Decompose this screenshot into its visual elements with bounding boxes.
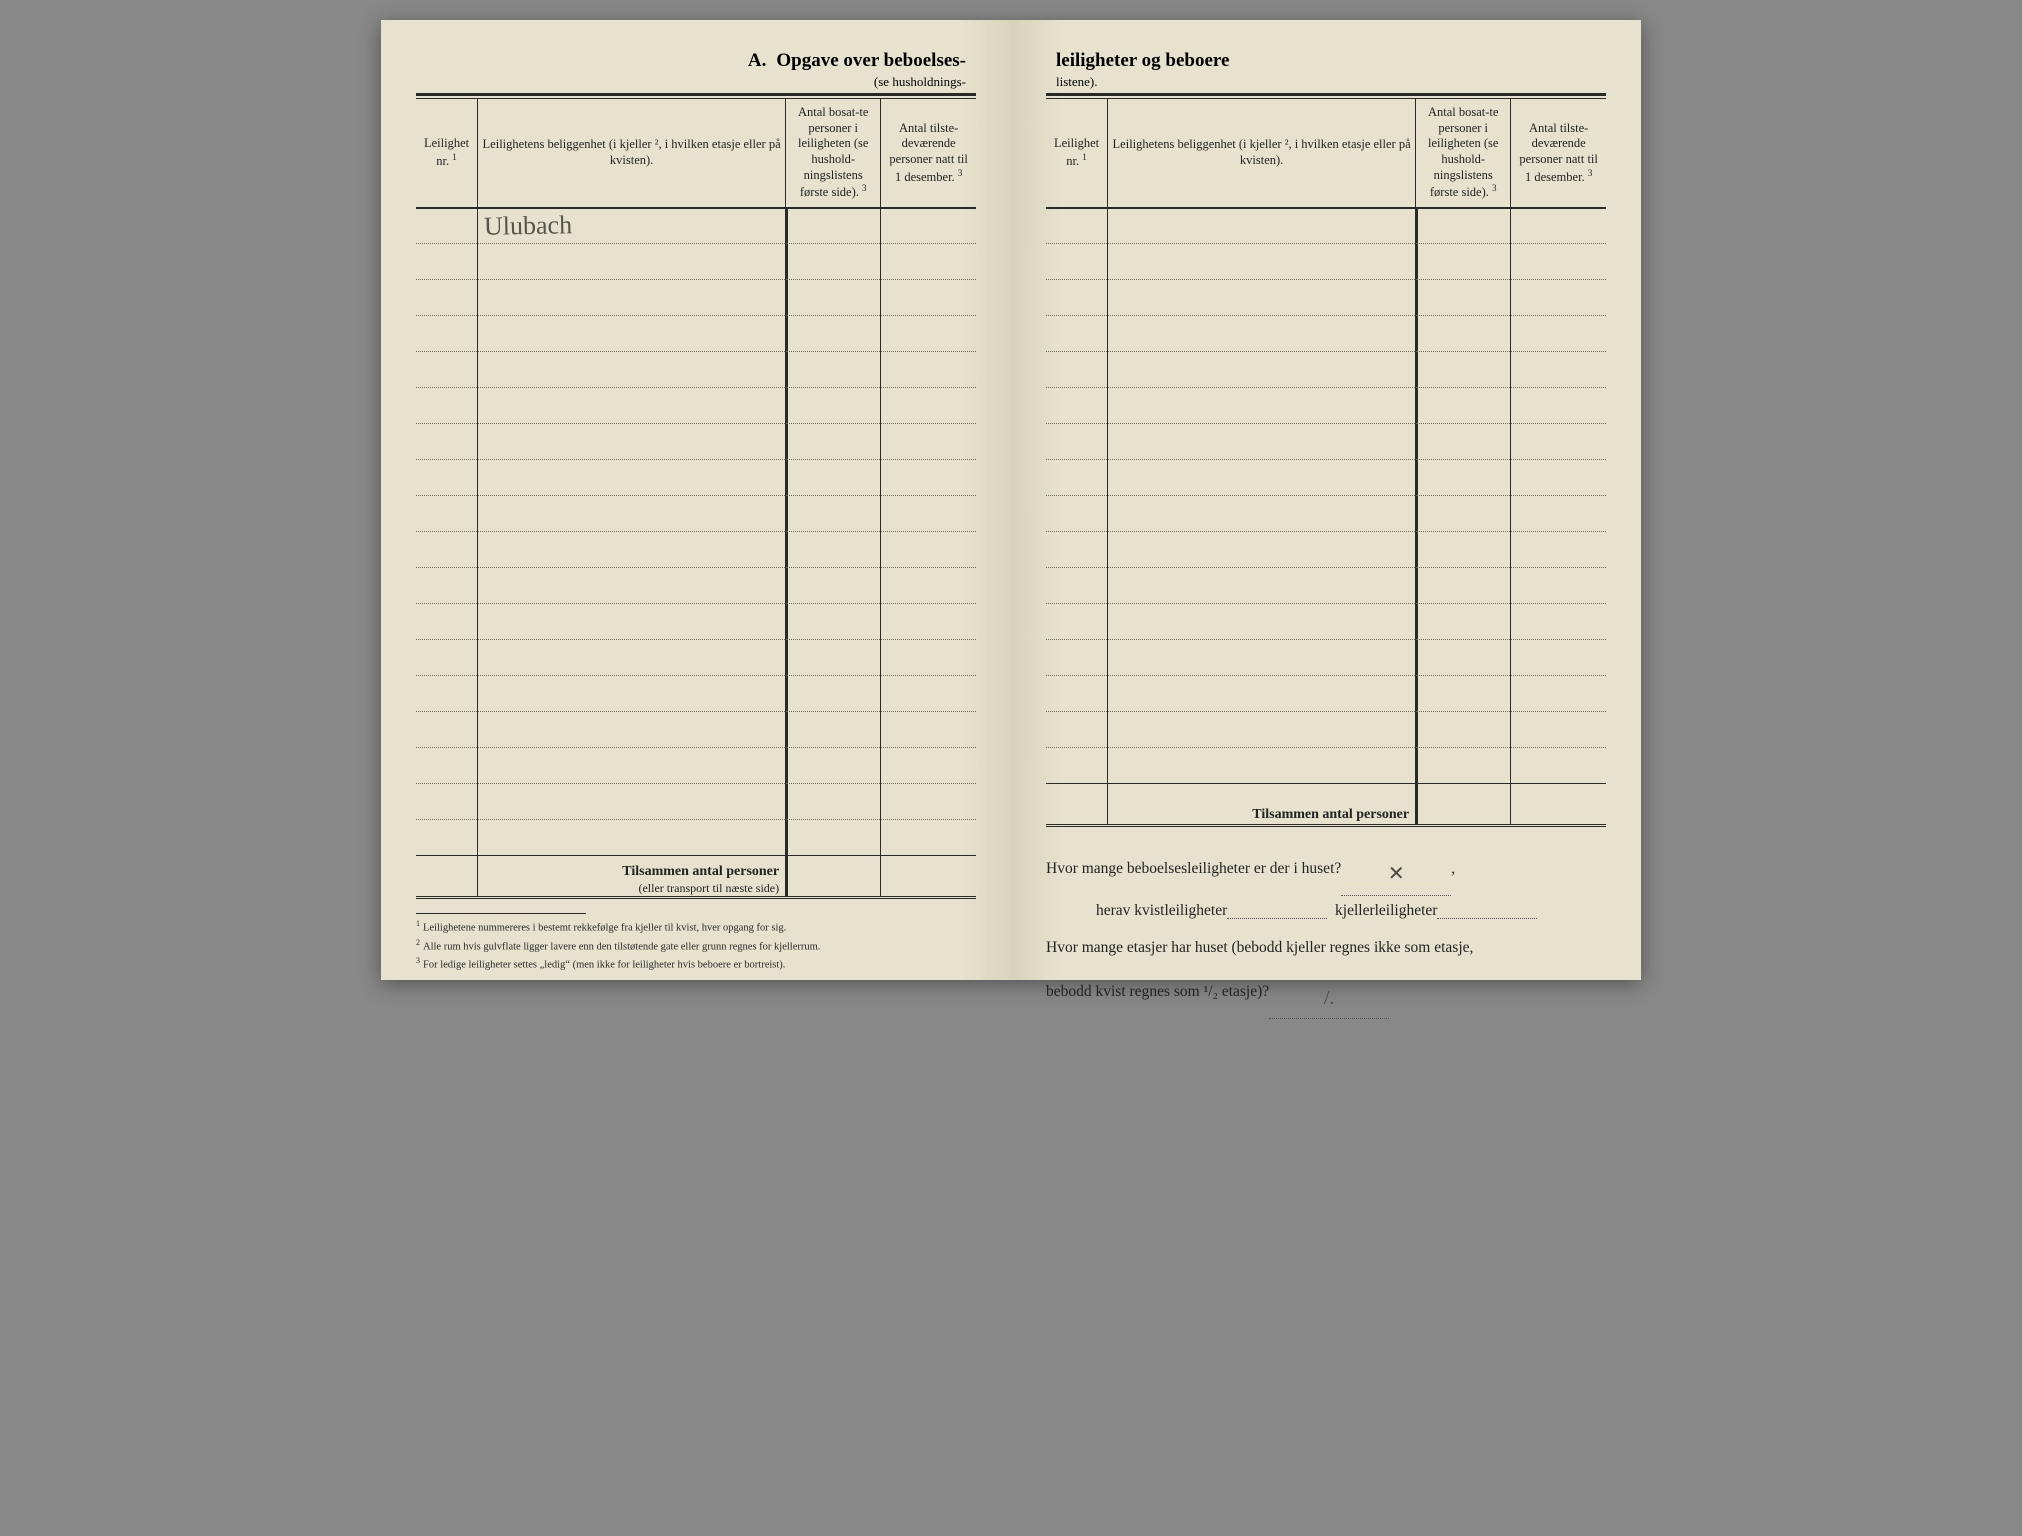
table-row: [416, 315, 976, 351]
col-header-count2: Antal tilste-deværende personer natt til…: [881, 99, 976, 207]
table-row: [1046, 603, 1606, 639]
title-letter: A.: [748, 50, 766, 72]
table-row: [1046, 459, 1606, 495]
table-row: [416, 351, 976, 387]
footnotes: 1Leilighetene nummereres i bestemt rekke…: [416, 913, 976, 974]
handwritten-entry: Ulubach: [484, 210, 573, 244]
total-c2: [881, 855, 976, 897]
table-row: [1046, 243, 1606, 279]
footnote-3: 3For ledige leiligheter settes „ledig“ (…: [416, 955, 976, 974]
table-row: [416, 747, 976, 783]
total-label: Tilsammen antal personer: [484, 864, 779, 881]
col-header-count1-r: Antal bosat-te personer i leiligheten (s…: [1416, 99, 1511, 207]
question-2: herav kvistleiligheter kjellerleilighete…: [1046, 892, 1606, 929]
total-c1-r: [1416, 783, 1511, 825]
answer-q1: ✕: [1388, 863, 1405, 885]
rule-thick: [416, 93, 976, 96]
page-left: A. Opgave over beboelses- (se husholdnin…: [381, 20, 1011, 980]
page-right: leiligheter og beboere listene). Leiligh…: [1011, 20, 1641, 980]
col-header-nr: Leilighet nr. 1: [416, 99, 478, 207]
table-row: [416, 531, 976, 567]
table-row: [416, 711, 976, 747]
table-row: [416, 639, 976, 675]
footnote-1: 1Leilighetene nummereres i bestemt rekke…: [416, 918, 976, 937]
question-1: Hvor mange beboelsesleiligheter er der i…: [1046, 843, 1606, 892]
table-row: [1046, 567, 1606, 603]
table-row: [1046, 639, 1606, 675]
table-row: [1046, 747, 1606, 783]
table-row: [1046, 711, 1606, 747]
table-row: [1046, 315, 1606, 351]
table-row: [416, 495, 976, 531]
title-left: Opgave over beboelses-: [776, 50, 966, 72]
table-row: [1046, 207, 1606, 243]
table-row: [416, 279, 976, 315]
col-header-loc-r: Leilighetens beliggenhet (i kjeller ², i…: [1108, 99, 1416, 207]
col-header-count2-r: Antal tilste-deværende personer natt til…: [1511, 99, 1606, 207]
title-row-right: leiligheter og beboere: [1046, 50, 1606, 72]
subtitle-left: (se husholdnings-: [416, 74, 976, 90]
table-body-left: Ulubach: [416, 207, 976, 855]
answer-q3: /.: [1324, 987, 1335, 1009]
table-row: [1046, 495, 1606, 531]
table-row: [416, 243, 976, 279]
total-row-right: Tilsammen antal personer: [1046, 783, 1606, 825]
form-table-left: Leilighet nr. 1 Leilighetens beliggenhet…: [416, 99, 976, 899]
table-body-right: [1046, 207, 1606, 783]
questions-block: Hvor mange beboelsesleiligheter er der i…: [1046, 843, 1606, 1015]
table-row: [416, 819, 976, 855]
col-header-nr-r: Leilighet nr. 1: [1046, 99, 1108, 207]
total-row-left: Tilsammen antal personer (eller transpor…: [416, 855, 976, 897]
table-row: [1046, 279, 1606, 315]
subtitle-right: listene).: [1046, 74, 1606, 90]
table-row: [1046, 423, 1606, 459]
table-row: [416, 387, 976, 423]
table-row: [416, 675, 976, 711]
rule-thick-r: [1046, 93, 1606, 96]
table-row: [416, 783, 976, 819]
table-row: [416, 567, 976, 603]
total-label-r: Tilsammen antal personer: [1114, 807, 1409, 824]
table-row: [416, 423, 976, 459]
total-c1: [786, 855, 881, 897]
title-row-left: A. Opgave over beboelses-: [416, 50, 976, 72]
question-3-line2: bebodd kvist regnes som ¹/₂ etasje)?/.: [1046, 966, 1606, 1015]
table-row: [416, 603, 976, 639]
table-row: [1046, 387, 1606, 423]
table-row: [416, 459, 976, 495]
table-row: [1046, 531, 1606, 567]
total-c2-r: [1511, 783, 1606, 825]
footnote-2: 2Alle rum hvis gulvflate ligger lavere e…: [416, 937, 976, 956]
col-header-count1: Antal bosat-te personer i leiligheten (s…: [786, 99, 881, 207]
total-sublabel: (eller transport til næste side): [484, 881, 779, 896]
table-row: [1046, 351, 1606, 387]
page-spread: A. Opgave over beboelses- (se husholdnin…: [381, 20, 1641, 980]
form-table-right: Leilighet nr. 1 Leilighetens beliggenhet…: [1046, 99, 1606, 827]
table-row: Ulubach: [416, 207, 976, 243]
col-header-loc: Leilighetens beliggenhet (i kjeller ², i…: [478, 99, 786, 207]
title-right: leiligheter og beboere: [1056, 50, 1229, 72]
table-row: [1046, 675, 1606, 711]
question-3-line1: Hvor mange etasjer har huset (bebodd kje…: [1046, 929, 1606, 966]
